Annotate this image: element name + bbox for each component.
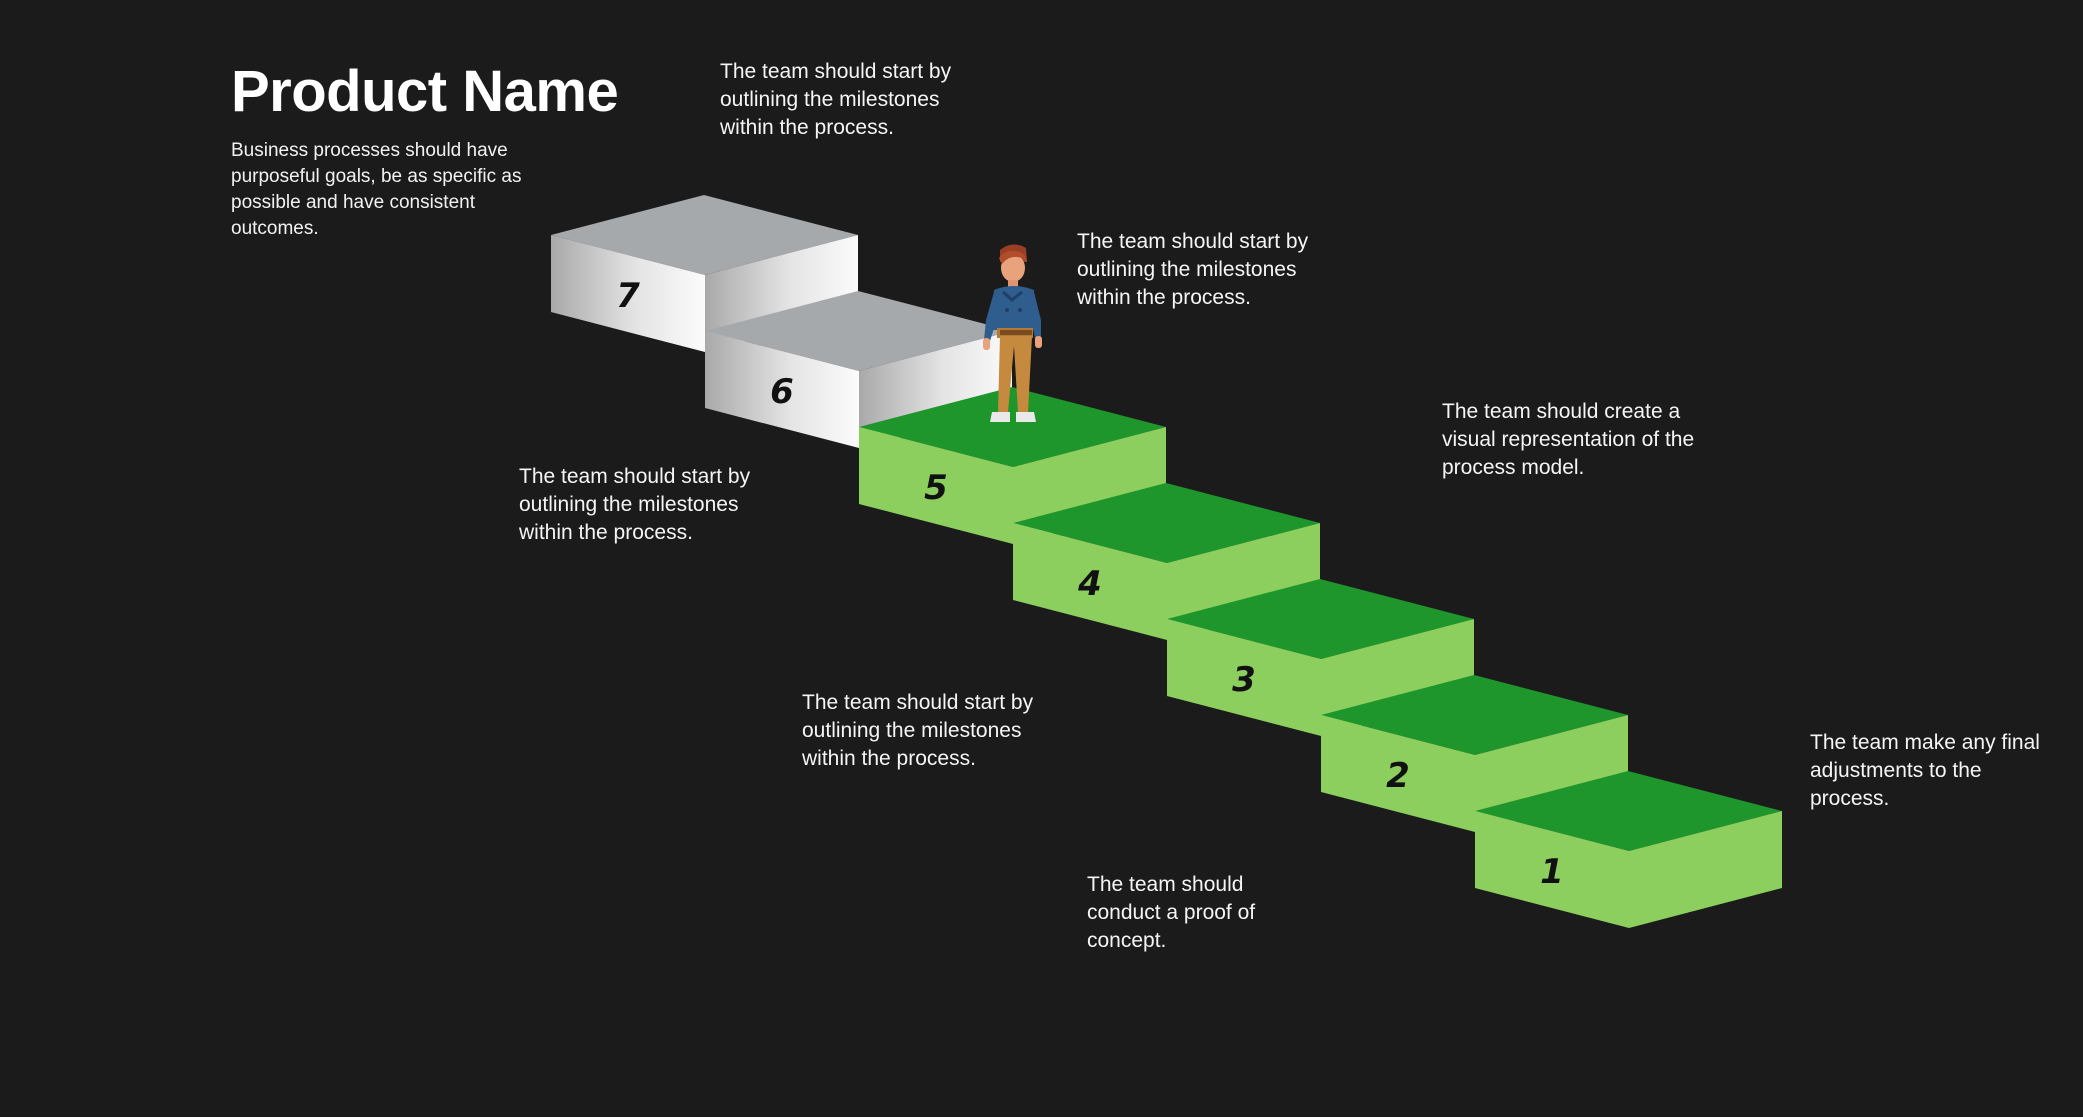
step-6-number: 6 [770, 372, 794, 412]
step-4-number: 4 [1077, 564, 1102, 604]
step-1: 1 [1475, 771, 1782, 928]
step-1-front [1475, 811, 1629, 928]
step-7-top [551, 195, 858, 275]
step-2-top [1321, 675, 1628, 755]
step-4-top [1013, 483, 1320, 563]
page-subtitle: Business processes should have purposefu… [231, 140, 522, 239]
step-1-top [1475, 771, 1782, 851]
step-6-top [705, 291, 1012, 371]
note-top: The team should start by outlining the m… [720, 60, 952, 139]
step-3-front [1167, 619, 1321, 736]
step-6-front [705, 331, 859, 448]
note-right: The team should create a visual represen… [1442, 400, 1695, 479]
step-3-number: 3 [1232, 660, 1256, 700]
note-bottom: The team should conduct a proof of conce… [1087, 873, 1256, 952]
step-7-number: 7 [616, 276, 640, 316]
step-7-front [551, 235, 705, 352]
step-5-number: 5 [924, 468, 948, 508]
step-4-front [1013, 523, 1167, 640]
note-left: The team should start by outlining the m… [519, 465, 751, 544]
step-5-top [859, 387, 1166, 467]
step-2-front [1321, 715, 1475, 832]
step-5-front [859, 427, 1013, 544]
step-1-side [1629, 811, 1782, 928]
step-3-top [1167, 579, 1474, 659]
step-1-number: 1 [1540, 852, 1564, 892]
step-2-number: 2 [1386, 756, 1410, 796]
standing-man-icon [983, 244, 1042, 422]
note-far-right: The team make any final adjustments to t… [1810, 731, 2040, 810]
step-7: 7 [551, 195, 858, 352]
note-upper-right: The team should start by outlining the m… [1077, 230, 1309, 309]
page-title: Product Name [231, 59, 619, 124]
note-middle: The team should start by outlining the m… [802, 691, 1034, 770]
